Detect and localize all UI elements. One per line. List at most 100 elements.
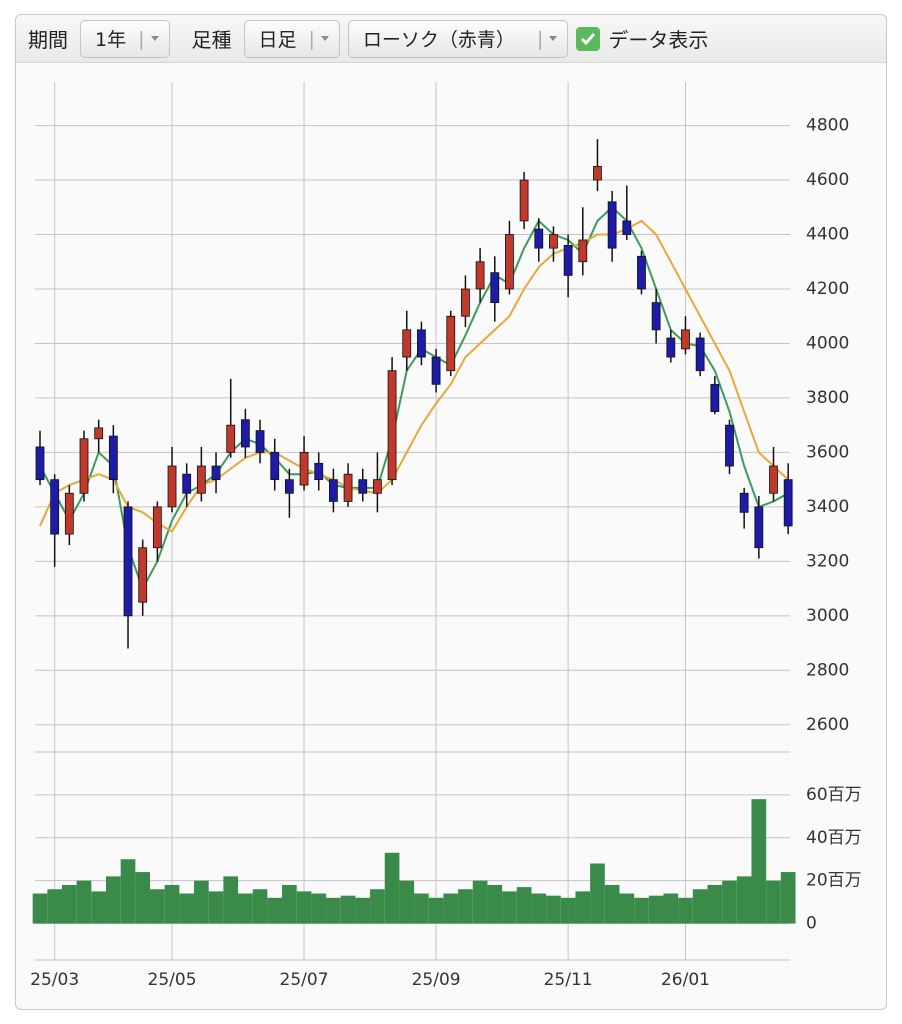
period-value: 1年 (95, 29, 127, 51)
bar-type-select[interactable]: 日足 | (243, 19, 340, 58)
volume-bar (604, 884, 620, 924)
candle-body (637, 255, 646, 290)
candle-body (138, 547, 148, 603)
candle-body (417, 329, 426, 358)
volume-bar (340, 895, 356, 924)
candle-body (607, 201, 617, 249)
y-tick-label: 3400 (806, 497, 849, 517)
candle-body (475, 261, 485, 290)
candle-body (167, 465, 177, 508)
candle-body (196, 465, 206, 494)
candle-body (695, 337, 705, 372)
candle-body (490, 272, 500, 304)
candle-body (358, 479, 368, 494)
y-tick-label: 4000 (806, 333, 849, 353)
checkmark-path (581, 32, 596, 45)
period-label: 期間 (28, 28, 68, 52)
x-tick-label: 25/05 (148, 970, 197, 990)
candle-body (622, 220, 632, 235)
moving-average-line (39, 205, 789, 592)
candle-body (519, 179, 529, 222)
candle-body (578, 239, 588, 263)
volume-bar (384, 852, 400, 924)
candle-body (666, 337, 676, 358)
volume-bar (443, 893, 459, 924)
y-tick-label: 2600 (806, 715, 849, 735)
volume-bar (780, 872, 796, 924)
separator: | (308, 27, 315, 50)
candle-body (549, 234, 558, 249)
volume-bar (516, 887, 532, 924)
separator: | (138, 27, 145, 50)
y-tick-label: 4800 (806, 116, 849, 136)
volume-bar (252, 889, 268, 924)
candle-body (108, 435, 118, 481)
volume-bar (560, 897, 576, 924)
x-tick-label: 25/03 (30, 970, 79, 990)
y-tick-label: 2800 (806, 660, 849, 680)
candle-body (373, 479, 382, 494)
toolbar: 期間 1年 | 足種 日足 | ローソク（赤青） | データ表示 (16, 15, 886, 63)
volume-bar (164, 884, 180, 924)
volume-bar (179, 893, 195, 924)
volume-bar (663, 893, 679, 924)
y-tick-label: 4400 (806, 225, 849, 245)
volume-bar (751, 799, 767, 924)
y-tick-label: 60百万 (806, 785, 862, 805)
candle-body (446, 315, 456, 372)
y-tick-label: 4200 (806, 279, 849, 299)
candle-body (343, 473, 353, 502)
x-tick-label: 25/09 (412, 970, 461, 990)
caret (150, 36, 159, 41)
volume-bar (326, 897, 341, 924)
style-select[interactable]: ローソク（赤青） | (347, 19, 569, 58)
candle-body (725, 424, 734, 467)
candle-body (754, 506, 764, 549)
volume-bar (692, 889, 708, 924)
volume-bar (619, 893, 635, 924)
candle-body (211, 465, 221, 481)
candle-body (314, 462, 324, 481)
x-tick-label: 26/01 (661, 970, 710, 990)
y-tick-label: 3200 (806, 551, 849, 571)
volume-bar (458, 889, 473, 924)
candle-body (593, 166, 602, 181)
candle-body (182, 473, 192, 494)
volume-bar (47, 889, 63, 924)
candle-body (226, 424, 236, 453)
volume-bar (106, 876, 121, 924)
moving-average-line (39, 219, 789, 533)
caret (320, 36, 329, 41)
candle-body (387, 370, 397, 481)
x-tick-label: 25/07 (280, 970, 329, 990)
show-data-label[interactable]: データ表示 (608, 28, 709, 52)
show-data-checkbox[interactable] (576, 26, 601, 51)
volume-bar (546, 895, 561, 924)
volume-bar (135, 872, 151, 924)
volume-bar (91, 891, 107, 924)
volume-bar (428, 897, 444, 924)
candle-body (284, 479, 294, 494)
volume-bar (194, 880, 209, 924)
y-tick-label: 3800 (806, 388, 849, 408)
candle-body (681, 329, 690, 350)
volume-bar (76, 880, 92, 924)
volume-bar (414, 893, 429, 924)
y-tick-label: 4600 (806, 170, 849, 190)
volume-bar (487, 884, 503, 924)
candle-body (79, 438, 89, 494)
volume-bar (399, 880, 415, 924)
volume-bar (150, 889, 165, 924)
candle-body (64, 492, 74, 535)
candle-body (35, 446, 45, 481)
period-select[interactable]: 1年 | (80, 19, 170, 58)
y-tick-label: 0 (806, 914, 817, 934)
volume-bar (531, 893, 547, 924)
candle-body (739, 492, 749, 513)
y-tick-label: 3000 (806, 606, 849, 626)
candle-body (255, 430, 265, 453)
y-tick-label: 40百万 (806, 828, 862, 848)
candle-body (240, 419, 250, 448)
candle-body (402, 329, 412, 358)
